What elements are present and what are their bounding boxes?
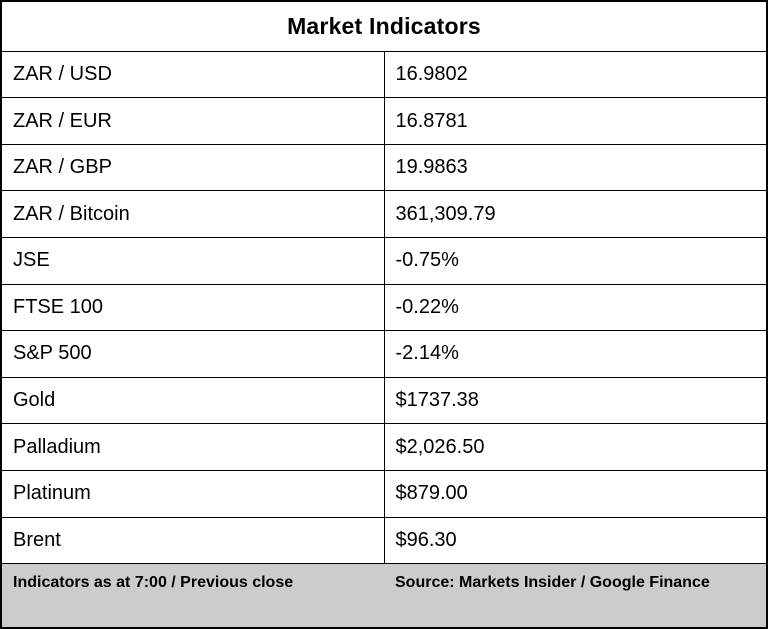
indicator-label: Brent [0, 516, 385, 565]
title-row: Market Indicators [1, 1, 767, 52]
table-row: Platinum $879.00 [0, 469, 768, 518]
indicator-value: $96.30 [383, 516, 768, 565]
footer-content: Indicators as at 7:00 / Previous close S… [2, 564, 766, 594]
table-row: ZAR / USD 16.9802 [0, 50, 768, 99]
table-row: ZAR / Bitcoin 361,309.79 [0, 190, 768, 238]
indicator-value: 16.8781 [383, 97, 768, 145]
table-body: Market Indicators ZAR / USD 16.9802 ZAR / … [0, 1, 768, 565]
indicator-label: Gold [0, 376, 385, 425]
indicator-label: Palladium [0, 423, 385, 471]
indicator-label: Platinum [0, 469, 385, 518]
indicator-label: FTSE 100 [0, 283, 385, 332]
indicator-value: $879.00 [383, 469, 768, 518]
indicator-value: 16.9802 [383, 50, 768, 99]
indicator-label: JSE [0, 237, 385, 285]
indicator-value: 19.9863 [383, 143, 768, 192]
footer-body: Indicators as at 7:00 / Previous close S… [1, 563, 767, 628]
indicator-label: ZAR / GBP [0, 143, 385, 192]
table-row: JSE -0.75% [0, 237, 768, 285]
footer-note-left: Indicators as at 7:00 / Previous close [13, 574, 294, 592]
indicator-label: S&P 500 [0, 330, 385, 378]
table-row: ZAR / EUR 16.8781 [0, 97, 768, 145]
table-row: Palladium $2,026.50 [0, 423, 768, 471]
table-row: FTSE 100 -0.22% [0, 283, 768, 332]
footer-row: Indicators as at 7:00 / Previous close S… [1, 563, 767, 628]
table-row: S&P 500 -2.14% [0, 330, 768, 378]
indicator-value: $2,026.50 [383, 423, 768, 471]
indicator-label: ZAR / Bitcoin [0, 190, 385, 238]
indicator-label: ZAR / EUR [0, 97, 385, 145]
indicator-value: -2.14% [383, 330, 768, 378]
table-title: Market Indicators [1, 1, 767, 52]
indicator-value: 361,309.79 [383, 190, 768, 238]
table-row: Gold $1737.38 [0, 376, 768, 425]
footer-cell: Indicators as at 7:00 / Previous close S… [1, 563, 767, 628]
indicator-label: ZAR / USD [0, 50, 385, 99]
table-row: Brent $96.30 [0, 516, 768, 565]
indicator-value: -0.22% [383, 283, 768, 332]
table-row: ZAR / GBP 19.9863 [0, 143, 768, 192]
footer-note-source: Source: Markets Insider / Google Finance [395, 574, 710, 592]
indicator-value: $1737.38 [383, 376, 768, 425]
indicator-value: -0.75% [383, 237, 768, 285]
